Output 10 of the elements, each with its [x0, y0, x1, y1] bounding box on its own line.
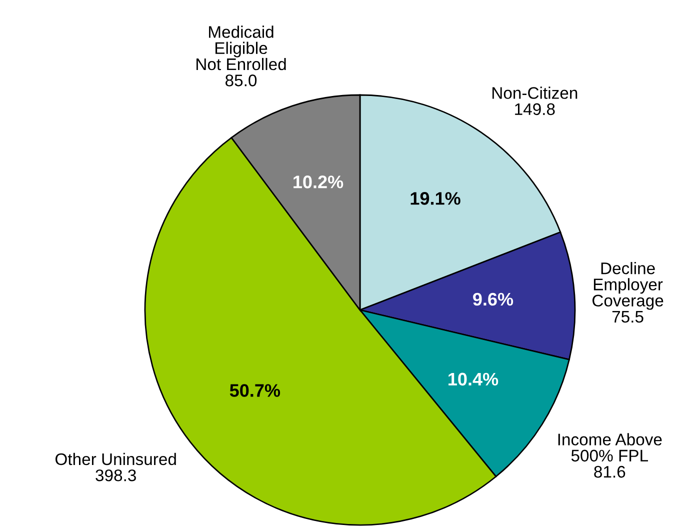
- data-label: 10.4%: [448, 372, 498, 386]
- slice-label: Non-Citizen 149.8: [492, 86, 578, 116]
- data-label: 10.2%: [294, 176, 344, 188]
- data-label: 50.7%: [230, 384, 280, 397]
- data-label: 19.1%: [410, 192, 460, 205]
- slice-label: Decline Employer Coverage 75.5: [592, 262, 664, 323]
- slice-label: Income Above 500% FPL 81.6: [558, 433, 662, 478]
- slice-label: Other Uninsured 398.3: [55, 452, 176, 482]
- slice-label: Medicaid Eligible Not Enrolled 85.0: [196, 26, 286, 86]
- data-label: 9.6%: [473, 292, 514, 306]
